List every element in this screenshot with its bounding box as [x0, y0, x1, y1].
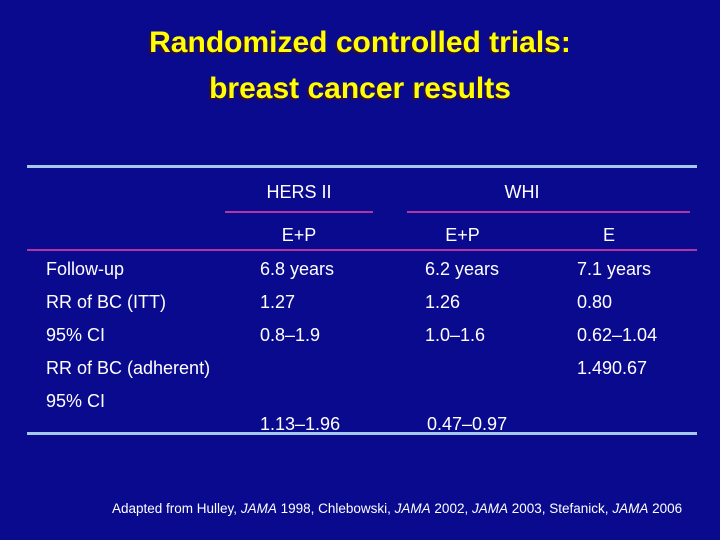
- row-label-rr-adherent: RR of BC (adherent): [46, 358, 211, 378]
- cell-ci-adherent-hers-ep: 1.13–1.96: [260, 415, 341, 432]
- column-group-hers-ii: HERS II: [266, 182, 332, 202]
- ci-adherent-values-row: 1.13–1.96 0.47–0.97: [0, 415, 720, 432]
- cell-rr-itt-hers-ep: 1.27: [260, 292, 296, 312]
- citation-journal: JAMA: [612, 501, 649, 516]
- cell-follow-up-hers-ep: 6.8 years: [260, 259, 335, 279]
- citation-journal: JAMA: [240, 501, 277, 516]
- table-bottom-rule: [27, 432, 697, 435]
- row-label-rr-itt: RR of BC (ITT): [46, 292, 166, 312]
- slide-title-line1: Randomized controlled trials:: [149, 26, 571, 59]
- cell-ci-adherent-whi-ep: 0.47–0.97: [427, 415, 508, 432]
- cell-follow-up-whi-ep: 6.2 years: [425, 259, 500, 279]
- cell-rr-itt-whi-e: 0.80: [577, 292, 613, 312]
- citation-text: 2002,: [430, 501, 472, 516]
- column-header-whi-ep: E+P: [445, 225, 480, 245]
- cell-ci-itt-whi-e: 0.62–1.04: [577, 325, 658, 345]
- citation-text: 1998, Chlebowski,: [276, 501, 395, 516]
- citation-journal: JAMA: [471, 501, 508, 516]
- slide-title-line2: breast cancer results: [209, 72, 511, 105]
- cell-ci-itt-whi-ep: 1.0–1.6: [425, 325, 486, 345]
- source-citation: Adapted from Hulley, JAMA 1998, Chlebows…: [112, 501, 682, 517]
- citation-journal: JAMA: [394, 501, 431, 516]
- cell-follow-up-whi-e: 7.1 years: [577, 259, 652, 279]
- cell-ci-itt-hers-ep: 0.8–1.9: [260, 325, 321, 345]
- slide-title: Randomized controlled trials: breast can…: [0, 20, 720, 112]
- column-header-hers-ep: E+P: [281, 225, 317, 245]
- citation-text: 2003, Stefanick,: [507, 501, 613, 516]
- column-group-whi: WHI: [504, 182, 540, 202]
- row-label-ci-itt: 95% CI: [46, 325, 106, 345]
- table-top-rule: [27, 165, 697, 168]
- header-bottom-rule: [27, 249, 697, 251]
- row-label-ci-adherent: 95% CI: [46, 391, 106, 411]
- cell-rr-itt-whi-ep: 1.26: [425, 292, 461, 312]
- citation-text: Adapted from Hulley,: [112, 501, 241, 516]
- row-label-follow-up: Follow-up: [46, 259, 125, 279]
- column-header-whi-e: E: [602, 225, 615, 245]
- cell-rr-adherent-whi-e: 1.490.67: [577, 358, 648, 378]
- citation-text: 2006: [648, 501, 683, 516]
- hers-group-underline: [225, 211, 373, 213]
- whi-group-underline: [407, 211, 690, 213]
